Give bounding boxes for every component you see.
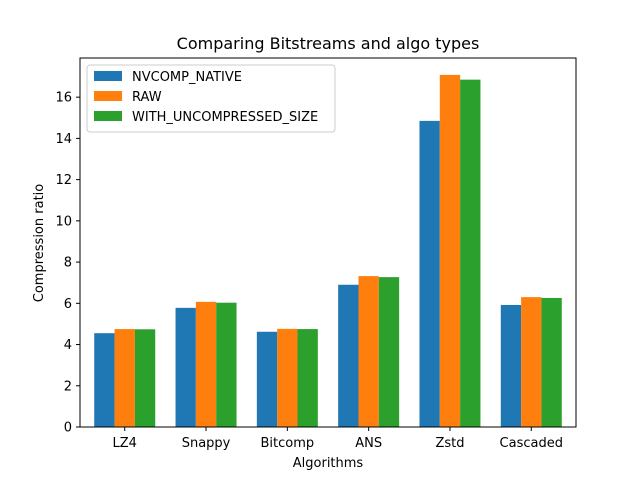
- y-axis-ticks: 0 2 4 6 8 10 12 14 16: [55, 91, 80, 436]
- bar-zstd-nvcomp-native: [419, 120, 440, 428]
- bar-snappy-raw: [195, 301, 217, 427]
- y-tick-label: 14: [55, 132, 72, 147]
- y-tick-label: 2: [64, 379, 72, 394]
- x-axis-label: Algorithms: [293, 456, 364, 471]
- legend-swatch: [94, 91, 122, 101]
- bar-bitcomp-with-uncompressed-size: [297, 329, 318, 427]
- legend: NVCOMP_NATIVE RAW WITH_UNCOMPRESSED_SIZE: [86, 64, 336, 133]
- y-tick-label: 12: [55, 173, 72, 188]
- legend-swatch: [94, 71, 122, 81]
- bar-snappy-with-uncompressed-size: [216, 302, 237, 427]
- legend-box: [86, 64, 336, 133]
- bar-lz4-nvcomp-native: [94, 333, 115, 427]
- bar-zstd-raw: [439, 74, 461, 428]
- x-tick-label-zstd: Zstd: [435, 436, 464, 451]
- bar-cascaded-with-uncompressed-size: [541, 297, 562, 427]
- bar-cascaded-nvcomp-native: [500, 304, 522, 427]
- bar-zstd-with-uncompressed-size: [460, 79, 481, 428]
- bars-group: [94, 74, 562, 428]
- x-tick-label-lz4: LZ4: [113, 436, 137, 451]
- bar-ans-raw: [358, 276, 379, 427]
- legend-label: RAW: [132, 90, 162, 105]
- plot-frame: [79, 57, 577, 428]
- bar-bitcomp-nvcomp-native: [256, 331, 278, 427]
- legend-swatch: [94, 111, 122, 121]
- bar-lz4-raw: [114, 329, 135, 427]
- y-tick-label: 4: [64, 338, 72, 353]
- y-tick-label: 16: [55, 91, 72, 106]
- bar-lz4-with-uncompressed-size: [134, 329, 156, 427]
- legend-label: NVCOMP_NATIVE: [132, 70, 242, 85]
- y-tick-label: 8: [64, 256, 72, 271]
- chart-title: Comparing Bitstreams and algo types: [177, 34, 480, 53]
- bar-bitcomp-raw: [277, 328, 298, 427]
- bar-ans-nvcomp-native: [338, 284, 359, 427]
- bar-snappy-nvcomp-native: [175, 307, 196, 427]
- y-tick-label: 6: [64, 297, 72, 312]
- legend-label: WITH_UNCOMPRESSED_SIZE: [132, 110, 318, 125]
- y-tick-label: 0: [64, 421, 72, 436]
- x-tick-label-cascaded: Cascaded: [500, 436, 563, 451]
- x-tick-label-snappy: Snappy: [182, 436, 231, 451]
- x-tick-label-ans: ANS: [355, 436, 382, 451]
- x-tick-label-bitcomp: Bitcomp: [261, 436, 315, 451]
- bar-cascaded-raw: [521, 297, 542, 427]
- x-axis-ticks: LZ4 Snappy Bitcomp ANS Zstd Cascaded: [113, 427, 563, 451]
- bar-ans-with-uncompressed-size: [378, 277, 400, 427]
- y-tick-label: 10: [55, 214, 72, 229]
- y-axis-label: Compression ratio: [32, 184, 47, 303]
